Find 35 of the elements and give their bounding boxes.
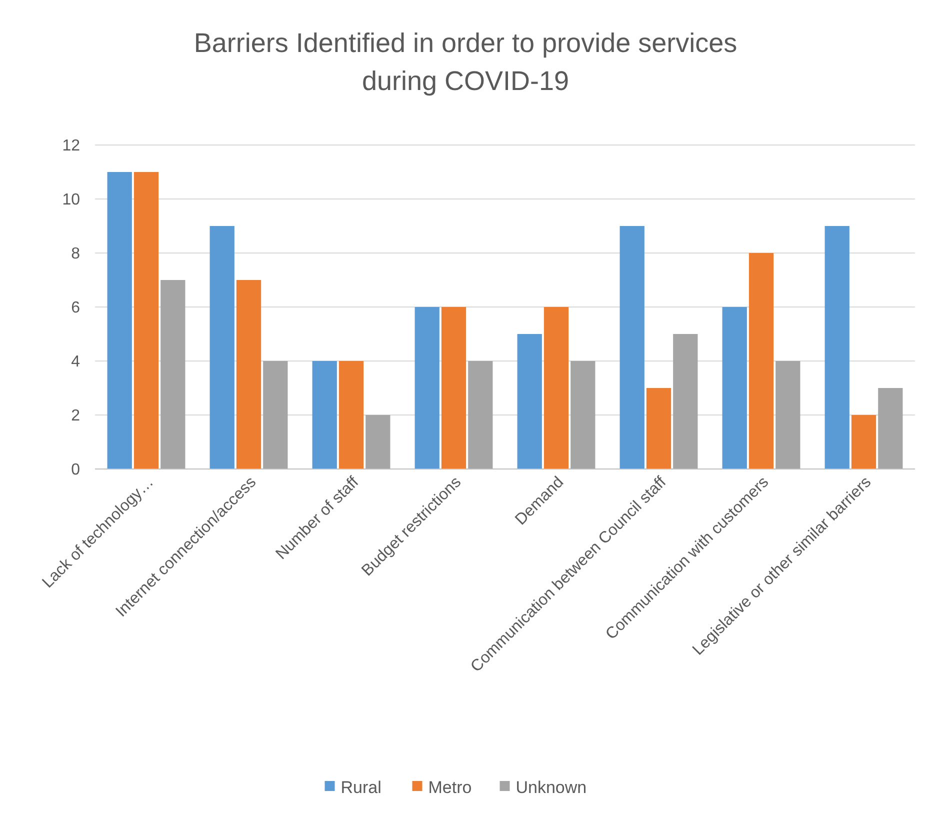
chart-title: Barriers Identified in order to provide services during COVID-19 [194, 28, 738, 96]
bar [414, 307, 440, 469]
y-tick-label: 0 [71, 462, 80, 479]
bar [851, 415, 876, 469]
bar [160, 280, 186, 469]
bar [722, 307, 747, 469]
bar [312, 361, 337, 469]
bar [878, 388, 903, 469]
legend-label: Unknown [516, 778, 587, 797]
bar [570, 361, 596, 469]
y-tick-label: 4 [71, 354, 80, 371]
legend-label: Metro [428, 778, 472, 797]
bar [236, 280, 262, 469]
bar [824, 226, 850, 469]
bar [776, 361, 800, 469]
bar [544, 307, 569, 469]
bar [673, 334, 698, 469]
bar [338, 361, 364, 469]
bar [366, 415, 390, 469]
y-tick-label: 8 [71, 246, 80, 263]
y-tick-label: 2 [71, 408, 80, 425]
legend-label: Rural [340, 778, 382, 797]
bar [468, 361, 493, 469]
bar [620, 226, 644, 469]
bar [107, 172, 132, 469]
bar [646, 388, 672, 469]
bar [748, 253, 774, 469]
bar [263, 361, 288, 469]
bar [210, 226, 234, 469]
y-tick-label: 10 [62, 192, 80, 209]
bar [134, 172, 159, 469]
y-tick-label: 12 [62, 138, 80, 155]
y-tick-label: 6 [71, 300, 80, 317]
bar [441, 307, 466, 469]
bar [517, 334, 542, 469]
